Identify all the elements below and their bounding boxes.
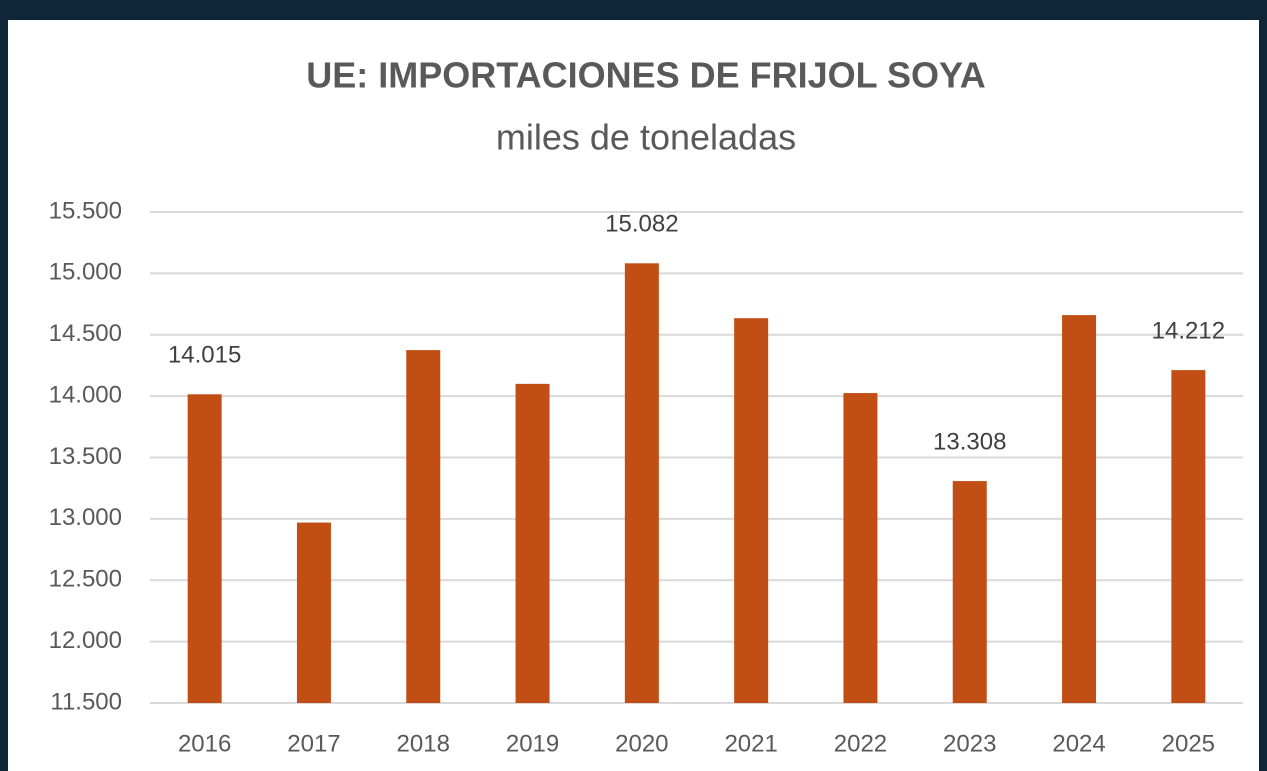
y-tick-label: 14.000: [49, 381, 122, 408]
bar: [187, 394, 222, 703]
x-tick-label: 2016: [178, 730, 231, 757]
bar: [624, 263, 659, 703]
y-tick-label: 12.000: [49, 627, 122, 654]
x-tick-label: 2017: [287, 730, 340, 757]
y-tick-label: 11.500: [50, 688, 122, 715]
bar: [1062, 315, 1097, 703]
x-tick-label: 2025: [1162, 730, 1215, 757]
y-tick-label: 13.500: [49, 443, 122, 470]
bar: [515, 383, 550, 703]
data-label: 13.308: [933, 428, 1006, 455]
bar: [843, 393, 878, 703]
data-label: 14.015: [168, 342, 241, 369]
x-tick-label: 2020: [615, 730, 668, 757]
chart-subtitle: miles de toneladas: [496, 117, 796, 158]
x-tick-label: 2018: [397, 730, 450, 757]
bar: [734, 318, 769, 703]
x-tick-label: 2019: [506, 730, 559, 757]
y-tick-label: 12.500: [49, 566, 122, 593]
x-tick-label: 2021: [724, 730, 777, 757]
x-tick-label: 2023: [943, 730, 996, 757]
data-label: 15.082: [605, 211, 678, 238]
y-tick-label: 15.000: [49, 259, 122, 286]
bar: [296, 522, 331, 703]
bar: [406, 350, 441, 703]
bar: [1171, 370, 1206, 703]
x-tick-label: 2022: [834, 730, 887, 757]
bar: [952, 481, 987, 703]
chart-title: UE: IMPORTACIONES DE FRIJOL SOYA: [306, 55, 985, 96]
y-tick-label: 15.500: [49, 197, 122, 224]
data-label: 14.212: [1152, 317, 1225, 344]
y-tick-label: 14.500: [49, 320, 122, 347]
y-tick-label: 13.000: [49, 504, 122, 531]
x-tick-label: 2024: [1052, 730, 1105, 757]
